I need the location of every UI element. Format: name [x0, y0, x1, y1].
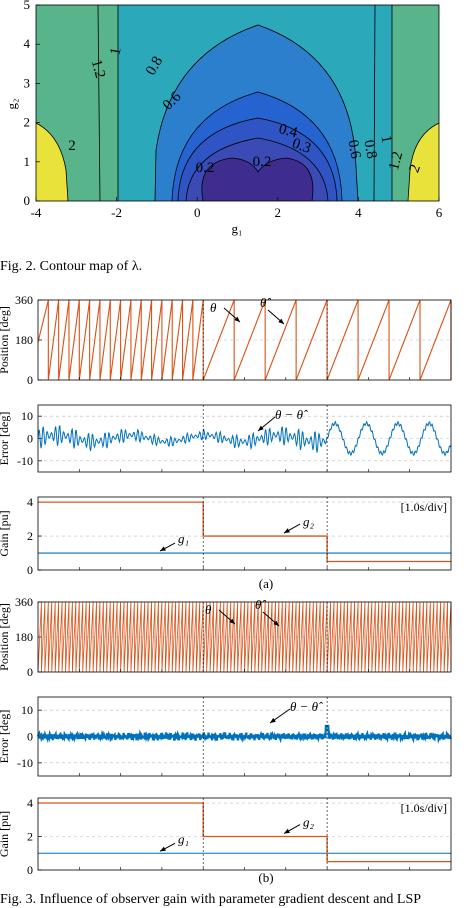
- ytick-label: -10: [17, 756, 33, 770]
- contour-xtick-label: 6: [436, 205, 443, 220]
- contour-level-label: 1.2: [88, 58, 108, 80]
- error-plot: -10 0 10 Error [deg] θ − θ̂: [0, 404, 452, 473]
- contour-ytick-label: 5: [24, 0, 31, 12]
- contour-xtick-label: -2: [111, 205, 122, 220]
- contour-ytick-label: 0: [24, 193, 31, 208]
- contour-xtick-label: 0: [194, 205, 201, 220]
- contour-level-label: 0.2: [253, 154, 272, 170]
- contour-xtick-label: 4: [355, 205, 362, 220]
- error-annotation: θ − θ̂: [290, 699, 323, 714]
- contour-fills: [36, 5, 439, 201]
- ytick-label: 0: [27, 863, 33, 877]
- contour-lines: [36, 5, 439, 201]
- contour-axes: -4 -2 0 2 4 6 0 1 2 3 4 5: [24, 0, 443, 220]
- contour-xtick-label: 2: [275, 205, 282, 220]
- time-scale-note: [1.0s/div]: [401, 500, 447, 514]
- contour-level-label: 0.6: [344, 139, 363, 161]
- y-axis-label: Position [deg]: [0, 603, 11, 671]
- contour-labels: 21.210.80.60.40.30.20.20.60.811.2 2: [68, 46, 424, 176]
- contour-level-label: 0.3: [290, 136, 313, 157]
- contour-level-label: 1: [108, 46, 125, 56]
- g2-label: g₂: [303, 514, 315, 529]
- theta-hat-label: θ̂: [255, 597, 266, 612]
- g1-label: g₁: [178, 531, 189, 546]
- time-scale-note: [1.0s/div]: [401, 801, 447, 815]
- panel-a: 0 180 360 Position [deg] θ θ̂ -10 0 10 Error [deg…: [0, 293, 452, 591]
- contour-ytick-label: 1: [24, 154, 31, 169]
- contour-xlabel: g₁: [231, 221, 242, 236]
- y-axis-label: Gain [pu]: [0, 811, 11, 857]
- y-axis-label: Gain [pu]: [0, 510, 11, 556]
- gain-plot: 0 2 4 Gain [pu] [1.0s/div] g₁ g₂: [0, 495, 452, 577]
- panel-b: 0 180 360 Position [deg] θ θ̂ -10 0 10 Error [deg…: [0, 595, 452, 885]
- contour-level-label: 2: [68, 138, 76, 154]
- y-axis-label: Error [deg]: [0, 710, 11, 764]
- contour-map: 21.210.80.60.40.30.20.20.60.811.2 2 -4 -2 0…: [4, 0, 443, 236]
- ytick-label: 10: [21, 409, 33, 423]
- contour-ytick-label: 3: [24, 75, 31, 90]
- g2-trace: [38, 802, 451, 863]
- contour-ytick-label: 2: [24, 115, 31, 130]
- y-axis-label: Position [deg]: [0, 306, 11, 374]
- contour-level-label: 1.2: [386, 150, 406, 172]
- ytick-label: 2: [27, 830, 33, 844]
- ytick-label: 0: [27, 730, 33, 744]
- contour-level-label: 0.4: [277, 121, 300, 141]
- error-plot: -10 0 10 Error [deg] θ − θ̂: [0, 696, 452, 777]
- contour-level-label: 1: [377, 134, 394, 144]
- position-plot: 0 180 360 Position [deg] θ θ̂: [0, 293, 452, 387]
- figure3-caption: Fig. 3. Influence of observer gain with …: [0, 892, 422, 907]
- ytick-label: 0: [27, 665, 33, 679]
- ytick-label: 4: [27, 796, 33, 810]
- theta-hat-label: θ̂: [260, 295, 271, 310]
- ytick-label: 360: [15, 595, 33, 609]
- panel-label: (a): [259, 576, 273, 591]
- position-plot: 0 180 360 Position [deg] θ θ̂: [0, 595, 452, 679]
- gain-plot: 0 2 4 Gain [pu] [1.0s/div] g₁ g₂: [0, 796, 452, 877]
- panel-label: (b): [258, 870, 273, 885]
- error-annotation: θ − θ̂: [275, 407, 308, 422]
- figure3-panels: 0 180 360 Position [deg] θ θ̂ -10 0 10 Error [deg…: [0, 293, 452, 885]
- ytick-label: 180: [15, 333, 33, 347]
- contour-ytick-label: 4: [24, 36, 31, 51]
- ytick-label: 180: [15, 630, 33, 644]
- figure2-caption: Fig. 2. Contour map of λ.: [0, 259, 143, 274]
- contour-level-label: 0.2: [196, 160, 215, 176]
- ytick-label: 0: [27, 373, 33, 387]
- ytick-label: 2: [27, 529, 33, 543]
- ytick-label: 4: [27, 495, 33, 509]
- theta-label: θ: [205, 602, 212, 617]
- ytick-label: 0: [27, 432, 33, 446]
- error-trace: [37, 420, 452, 457]
- error-trace: [37, 724, 452, 744]
- g1-label: g₁: [178, 831, 189, 846]
- g2-label: g₂: [303, 815, 315, 830]
- contour-ylabel: g₂: [4, 98, 19, 109]
- position-trace: [37, 601, 452, 673]
- ytick-label: 0: [27, 563, 33, 577]
- theta-label: θ: [210, 300, 217, 315]
- ytick-label: 360: [15, 293, 33, 307]
- contour-xtick-label: -4: [31, 205, 42, 220]
- ytick-label: -10: [17, 454, 33, 468]
- g2-trace: [38, 501, 451, 563]
- y-axis-label: Error [deg]: [0, 412, 11, 466]
- ytick-label: 10: [21, 703, 33, 717]
- contour-level-label: 0.8: [360, 139, 379, 160]
